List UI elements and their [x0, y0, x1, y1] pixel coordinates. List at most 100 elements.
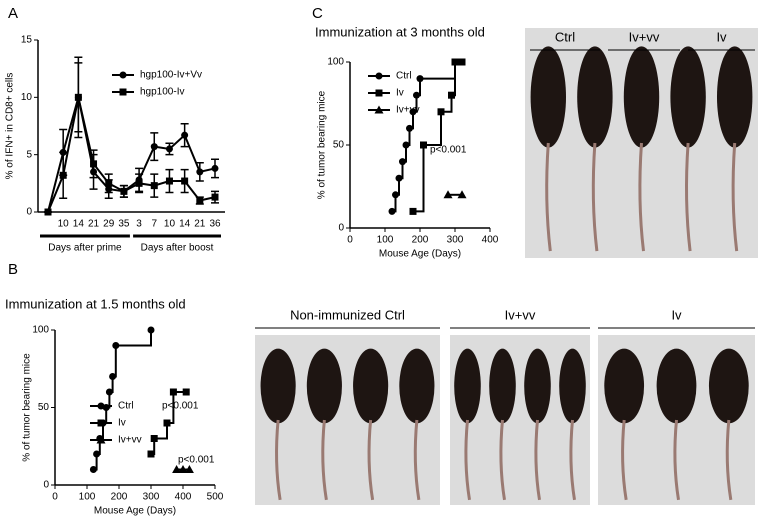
marker: [184, 465, 194, 473]
marker: [169, 388, 177, 396]
legend-label: hgp100-Iv+Vv: [140, 70, 202, 81]
mouse-tail: [534, 419, 541, 501]
x-tick-label: 14: [179, 219, 191, 230]
mouse-body: [260, 348, 296, 424]
legend-label: Iv+vv: [118, 435, 142, 446]
marker: [395, 174, 403, 182]
y-tick-label: 100: [32, 325, 49, 336]
x-tick-label: 400: [175, 492, 192, 503]
annotation: p<0.001: [178, 455, 215, 466]
mouse-body: [399, 348, 435, 424]
legend-label: hgp100-Iv: [140, 87, 184, 98]
marker: [102, 404, 110, 411]
mouse-tail: [321, 419, 328, 501]
marker: [147, 326, 155, 334]
mouse-tail: [591, 142, 599, 252]
photo-label: Iv: [671, 307, 682, 322]
mouse-tail: [499, 419, 506, 501]
marker: [120, 187, 128, 195]
mouse-body: [306, 348, 342, 424]
y-tick-label: 15: [21, 35, 33, 46]
y-tick-label: 10: [21, 92, 33, 103]
marker: [165, 145, 173, 153]
x-tick-label: 0: [52, 492, 58, 503]
photo-label: Iv+vv: [629, 29, 660, 44]
series-line: [47, 97, 216, 213]
photo-label: Iv: [716, 29, 727, 44]
x-tick-label: 10: [164, 219, 176, 230]
mouse-body: [454, 348, 481, 424]
x-tick-label: 200: [111, 492, 128, 503]
marker: [89, 466, 97, 473]
mouse-body: [524, 348, 551, 424]
marker: [448, 91, 455, 99]
x-tick-label: 500: [207, 492, 224, 503]
mouse-tail: [464, 419, 471, 501]
mouse-tail: [275, 419, 282, 501]
x-tick-label: 300: [447, 235, 464, 246]
mouse-body: [530, 46, 567, 148]
mouse-tail: [685, 142, 692, 252]
legend-marker: [119, 88, 127, 96]
x-tick-label: 21: [194, 219, 206, 230]
marker: [90, 160, 98, 168]
marker: [178, 465, 188, 473]
annotation: p<0.001: [162, 401, 199, 412]
x-tick-label: 7: [151, 219, 157, 230]
mouse-tail: [569, 419, 576, 501]
marker: [458, 58, 466, 66]
group-label: Days after boost: [141, 243, 214, 254]
x-tick-label: 0: [347, 235, 353, 246]
mouse-tail: [731, 142, 739, 252]
photo-label: Iv+vv: [505, 307, 536, 322]
marker: [196, 197, 204, 205]
x-tick-label: 300: [143, 492, 160, 503]
marker: [437, 108, 445, 116]
x-axis-label: Mouse Age (Days): [379, 249, 461, 260]
legend-label: Iv+vv: [396, 105, 420, 116]
mouse-tail: [638, 142, 645, 252]
legend-marker: [374, 105, 384, 114]
photo-label: Non-immunized Ctrl: [290, 307, 405, 322]
mouse-tail: [413, 419, 421, 501]
legend-marker: [375, 72, 383, 80]
y-tick-label: 0: [338, 223, 344, 234]
legend-label: Iv: [396, 88, 404, 99]
marker: [59, 171, 67, 179]
y-axis-label: % of tumor bearing mice: [22, 353, 33, 462]
marker: [413, 91, 420, 99]
marker: [181, 131, 189, 139]
marker: [388, 207, 396, 215]
marker: [196, 168, 204, 176]
mouse-tail: [621, 419, 628, 501]
mouse-body: [708, 348, 749, 424]
y-tick-label: 0: [43, 480, 49, 491]
x-axis-label: Mouse Age (Days): [94, 506, 176, 517]
x-tick-label: 100: [79, 492, 96, 503]
marker: [182, 388, 190, 396]
marker: [93, 450, 101, 458]
marker: [112, 342, 120, 349]
mouse-body: [604, 348, 645, 424]
x-tick-label: 200: [412, 235, 429, 246]
x-tick-label: 36: [209, 219, 221, 230]
mouse-tail: [725, 419, 733, 501]
y-tick-label: 50: [38, 402, 50, 413]
marker: [416, 75, 424, 83]
series-line: [413, 61, 462, 213]
y-tick-label: 100: [327, 57, 344, 68]
marker: [399, 158, 406, 166]
legend-label: Ctrl: [118, 401, 134, 412]
y-axis-label: % of IFN+ in CD8+ cells: [5, 73, 16, 180]
mouse-body: [353, 348, 389, 424]
marker: [150, 143, 158, 151]
marker: [211, 164, 219, 172]
mouse-body: [670, 46, 706, 148]
x-tick-label: 400: [482, 235, 499, 246]
marker: [165, 177, 173, 185]
mouse-body: [656, 348, 697, 424]
marker: [109, 373, 117, 380]
mouse-body: [577, 46, 613, 148]
marker: [409, 207, 417, 215]
